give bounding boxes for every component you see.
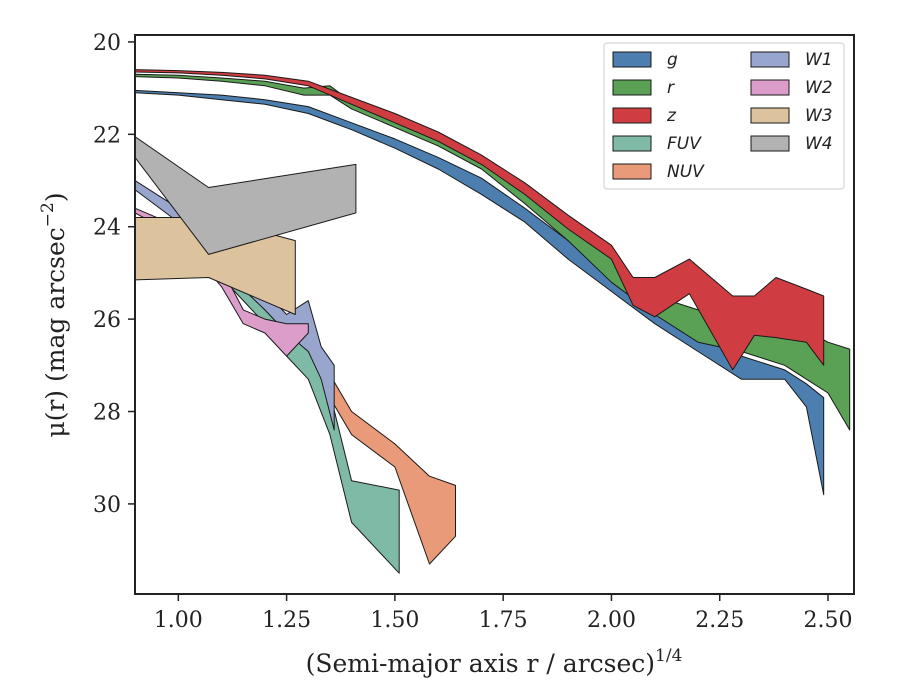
legend-swatch <box>612 135 652 152</box>
legend-swatch <box>750 51 790 68</box>
legend-label: W2 <box>805 78 833 98</box>
y-tick-label: 22 <box>93 123 121 148</box>
legend-swatch <box>612 107 652 124</box>
x-tick-label: 1.75 <box>479 608 528 633</box>
legend-swatch <box>750 107 790 124</box>
legend-label: W3 <box>805 106 833 126</box>
legend-item-w3: W3 <box>750 106 833 126</box>
legend-swatch <box>612 51 652 68</box>
legend-item-w2: W2 <box>750 78 833 98</box>
legend-label: W1 <box>805 50 833 70</box>
legend: grz FUV NUV W1 W2 W3 W4 <box>603 42 845 190</box>
band-g <box>135 89 825 496</box>
legend-label: r <box>667 78 675 98</box>
legend-item-z: z <box>612 106 677 126</box>
legend-item-r: r <box>612 78 675 98</box>
x-tick-label: 2.00 <box>587 608 636 633</box>
x-tick-label: 2.50 <box>804 608 853 633</box>
profile-bands <box>135 69 851 574</box>
y-tick-label: 28 <box>93 401 121 426</box>
legend-label: FUV <box>667 134 702 154</box>
legend-item-fuv: FUV <box>612 134 702 154</box>
legend-swatch <box>612 163 652 180</box>
y-axis-label: μ(r) (mag arcsec−2) <box>38 192 70 437</box>
y-tick-label: 26 <box>93 308 121 333</box>
legend-label: NUV <box>667 162 705 182</box>
x-tick-label: 1.50 <box>370 608 419 633</box>
band-w4 <box>135 136 357 255</box>
legend-item-w4: W4 <box>750 134 833 154</box>
legend-item-g: g <box>612 50 678 70</box>
y-tick-label: 24 <box>93 216 121 241</box>
x-axis-label: (Semi-major axis r / arcsec)1/4 <box>306 646 683 678</box>
plot-frame <box>134 34 855 595</box>
legend-label: W4 <box>805 134 833 154</box>
x-axis-ticks: 1.00 1.25 1.50 1.75 2.00 2.25 2.50 <box>154 594 853 633</box>
legend-label: g <box>667 50 678 70</box>
legend-swatch <box>750 135 790 152</box>
legend-swatch <box>612 79 652 96</box>
legend-swatch <box>750 79 790 96</box>
y-tick-label: 30 <box>93 493 121 518</box>
x-tick-label: 1.00 <box>154 608 203 633</box>
legend-item-w1: W1 <box>750 50 833 70</box>
y-axis-ticks: 20 22 24 26 28 30 <box>93 31 135 518</box>
legend-item-nuv: NUV <box>612 162 705 182</box>
x-tick-label: 2.25 <box>695 608 744 633</box>
y-tick-label: 20 <box>93 31 121 56</box>
legend-label: z <box>666 106 677 126</box>
band-z <box>135 69 825 371</box>
x-tick-label: 1.25 <box>262 608 311 633</box>
